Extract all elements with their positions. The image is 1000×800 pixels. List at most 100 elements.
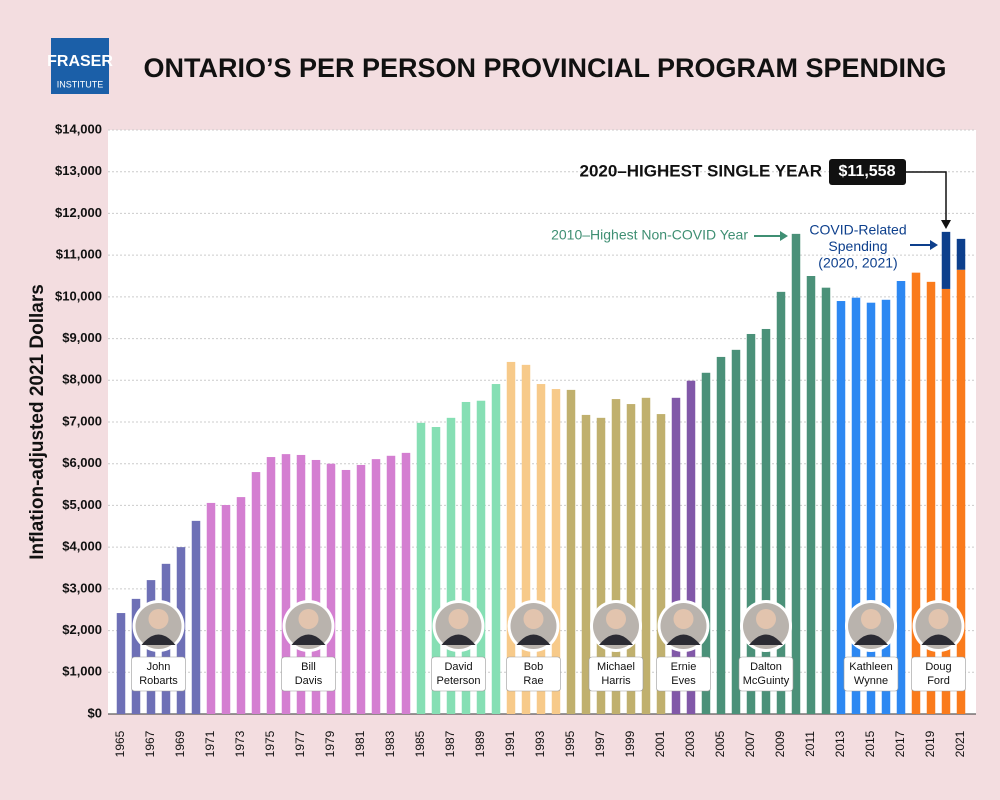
premier-label-box: [506, 656, 561, 692]
y-tick-label: $13,000: [55, 163, 102, 178]
bar: [206, 502, 216, 714]
bar: [491, 384, 501, 714]
x-tick-label: 1985: [413, 730, 427, 757]
x-tick-label: 1983: [383, 730, 397, 757]
bar: [131, 598, 141, 714]
x-tick-label: 1971: [203, 730, 217, 757]
x-tick-label: 1973: [233, 730, 247, 757]
bar: [326, 463, 336, 714]
bar: [401, 452, 411, 714]
y-tick-label: $7,000: [62, 413, 102, 428]
x-tick-label: 2017: [893, 730, 907, 757]
premier-name: Bob: [524, 661, 544, 673]
premier-name: John: [147, 661, 171, 673]
bar: [296, 454, 306, 714]
bar: [191, 520, 201, 714]
premier-name: Michael: [597, 661, 635, 673]
x-tick-label: 2013: [833, 730, 847, 757]
x-tick-label: 2015: [863, 730, 877, 757]
bar: [536, 384, 546, 714]
bar: [956, 238, 966, 270]
bar: [266, 457, 276, 714]
premier-photo: [141, 634, 176, 645]
bar: [611, 399, 621, 714]
bar: [716, 356, 726, 714]
premier-photo: [523, 609, 544, 629]
bar: [596, 417, 606, 714]
premier-photo: [441, 634, 476, 645]
bar: [251, 472, 261, 714]
y-tick-label: $6,000: [62, 455, 102, 470]
premier-name: Kathleen: [849, 661, 892, 673]
premier-photo: [921, 634, 956, 645]
premier-photo: [606, 609, 626, 629]
bar: [701, 372, 711, 714]
y-tick-label: $12,000: [55, 205, 102, 220]
y-tick-label: $8,000: [62, 372, 102, 387]
premier-label-box: [588, 656, 644, 692]
bar: [356, 464, 366, 714]
premier-name: Ernie: [671, 661, 697, 673]
x-tick-label: 1967: [143, 730, 157, 757]
premier-name: Bill: [301, 661, 316, 673]
premier-name: Dalton: [750, 661, 782, 673]
bar: [881, 299, 891, 714]
x-tick-label: 1969: [173, 730, 187, 757]
y-tick-label: $0: [88, 705, 102, 720]
x-tick-label: 2009: [773, 730, 787, 757]
premier-photo: [673, 609, 694, 629]
x-tick-label: 2021: [953, 730, 967, 757]
premier-name: Ford: [927, 675, 950, 687]
annotation-arrow: [930, 240, 938, 250]
premier-photo: [756, 609, 776, 629]
annotation-arrow: [941, 220, 951, 229]
bar: [311, 459, 321, 714]
premier-name: Peterson: [436, 675, 480, 687]
bar: [791, 233, 801, 714]
bar: [671, 397, 681, 714]
bar: [746, 333, 756, 714]
bar: [506, 361, 516, 714]
y-tick-label: $10,000: [55, 288, 102, 303]
annotation-box: [829, 159, 906, 185]
bar: [656, 414, 666, 714]
bar: [776, 291, 786, 714]
x-tick-label: 2011: [803, 731, 817, 757]
bar: [341, 469, 351, 714]
y-tick-label: $2,000: [62, 622, 102, 637]
annotation-arrow: [780, 231, 788, 241]
bar: [896, 281, 906, 714]
logo-box: [51, 38, 109, 94]
logo-text: INSTITUTE: [57, 79, 104, 89]
premier-name: Doug: [925, 661, 951, 673]
annotation: (2020, 2021): [818, 255, 897, 271]
bar: [386, 455, 396, 714]
bar: [221, 505, 231, 714]
premier-photo: [448, 609, 469, 629]
premier-photo: [854, 634, 888, 645]
premier-photo: [599, 634, 633, 645]
x-tick-label: 1979: [323, 730, 337, 757]
bar: [551, 389, 561, 714]
premier-name: Rae: [523, 675, 543, 687]
bar: [806, 276, 816, 714]
x-tick-label: 1981: [353, 730, 367, 757]
bar: [281, 454, 291, 714]
bar: [866, 302, 876, 714]
x-tick-label: 1997: [593, 730, 607, 757]
x-tick-label: 2001: [653, 730, 667, 757]
x-tick-label: 1993: [533, 730, 547, 757]
bar: [431, 427, 441, 714]
bar: [761, 328, 771, 714]
bar: [941, 231, 951, 289]
x-tick-label: 1977: [293, 730, 307, 757]
bar: [926, 281, 936, 714]
bar: [836, 301, 846, 714]
x-tick-label: 2005: [713, 730, 727, 757]
premier-name: Robarts: [139, 675, 178, 687]
x-tick-label: 2007: [743, 730, 757, 757]
premier-name: Harris: [601, 675, 631, 687]
annotation-arrow: [906, 171, 947, 222]
bar: [686, 380, 696, 714]
